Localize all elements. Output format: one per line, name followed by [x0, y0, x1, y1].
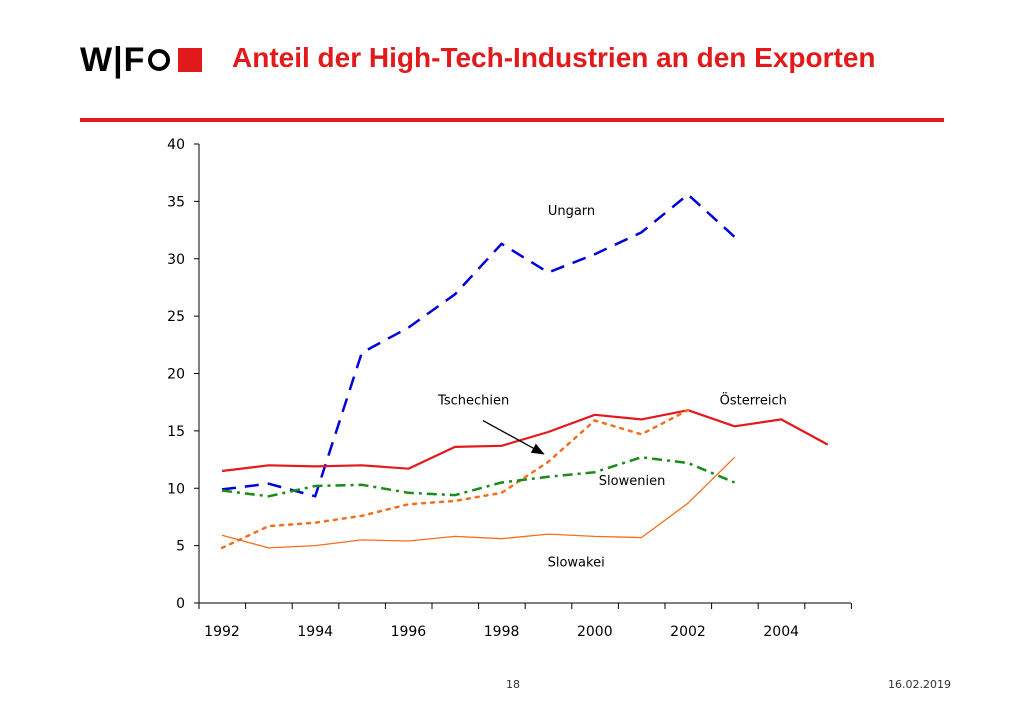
series-line-slowenien — [221, 456, 736, 498]
logo-text: W|F — [80, 40, 146, 79]
x-tick-label: 1992 — [204, 624, 240, 640]
y-tick-label: 0 — [176, 596, 185, 612]
x-tick-label: 1994 — [297, 624, 333, 640]
x-tick-label: 2000 — [577, 624, 613, 640]
series-label: Slowakei — [548, 555, 605, 570]
logo-red-square — [178, 48, 203, 72]
annotation-arrow — [482, 419, 545, 455]
y-tick-label: 5 — [176, 539, 185, 555]
y-tick-label: 30 — [167, 252, 185, 268]
series-line-sterreich — [221, 409, 829, 473]
y-tick-label: 40 — [167, 137, 185, 153]
footer-date: 16.02.2019 — [888, 678, 951, 691]
logo-circle-mark — [148, 49, 171, 71]
x-tick-label: 1998 — [484, 624, 520, 640]
x-tick-label: 2004 — [763, 624, 799, 640]
y-tick-label: 20 — [167, 367, 185, 383]
x-tick-label: 2002 — [670, 624, 706, 640]
series-label: Slowenien — [599, 474, 666, 489]
page-title: Anteil der High-Tech-Industrien an den E… — [232, 42, 876, 73]
y-tick-label: 10 — [167, 481, 185, 497]
series-line-slowakei — [221, 456, 736, 549]
y-tick-label: 15 — [167, 424, 185, 440]
series-line-tschechien — [220, 408, 690, 550]
page-number: 18 — [506, 678, 520, 691]
series-line-ungarn — [221, 193, 736, 498]
series-label: Ungarn — [548, 204, 595, 219]
x-tick-label: 1996 — [391, 624, 427, 640]
y-tick-label: 35 — [167, 194, 185, 210]
wifo-logo: W|F — [80, 40, 203, 80]
series-label: Tschechien — [437, 393, 509, 408]
y-tick-label: 25 — [167, 309, 185, 325]
title-divider — [80, 118, 944, 122]
series-label: Österreich — [720, 391, 787, 408]
